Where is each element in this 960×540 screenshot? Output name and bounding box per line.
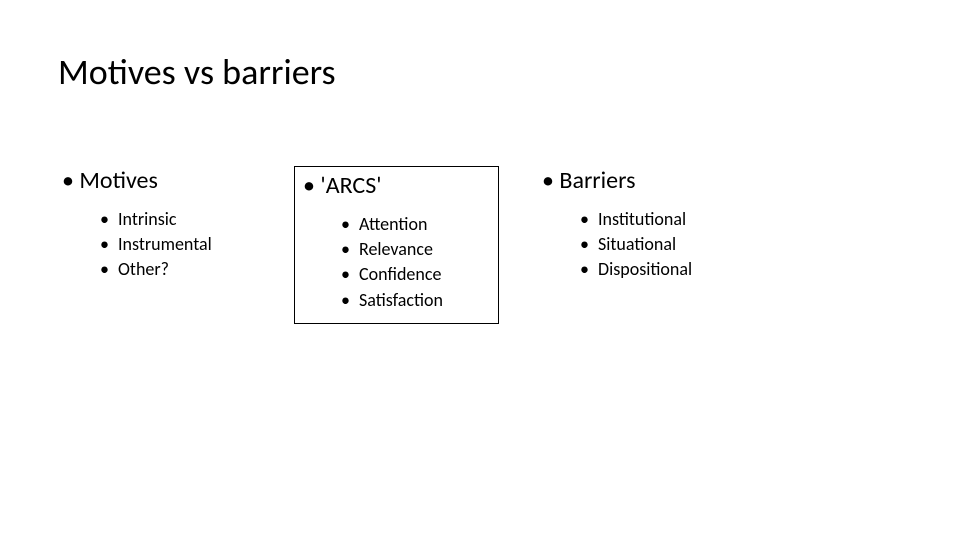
column-arcs: 'ARCS' Attention Relevance Confidence Sa…	[298, 166, 538, 324]
column-header-motives: Motives	[58, 166, 298, 195]
list-item: Dispositional	[580, 257, 778, 282]
barriers-list: Institutional Situational Dispositional	[580, 207, 778, 283]
list-item: Satisfaction	[341, 288, 490, 313]
motives-list: Intrinsic Instrumental Other?	[100, 207, 298, 283]
column-barriers: Barriers Institutional Situational Dispo…	[538, 166, 778, 324]
arcs-list: Attention Relevance Confidence Satisfact…	[341, 212, 490, 313]
list-item: Situational	[580, 232, 778, 257]
column-content: Motives Intrinsic Instrumental Other?	[58, 166, 298, 283]
list-item: Institutional	[580, 207, 778, 232]
column-content: Barriers Institutional Situational Dispo…	[538, 166, 778, 283]
column-motives: Motives Intrinsic Instrumental Other?	[58, 166, 298, 324]
list-item: Instrumental	[100, 232, 298, 257]
list-item: Other?	[100, 257, 298, 282]
columns-container: Motives Intrinsic Instrumental Other? 'A…	[58, 166, 778, 324]
boxed-content: 'ARCS' Attention Relevance Confidence Sa…	[294, 166, 499, 324]
column-header-arcs: 'ARCS'	[299, 171, 490, 200]
column-header-barriers: Barriers	[538, 166, 778, 195]
list-item: Relevance	[341, 237, 490, 262]
list-item: Confidence	[341, 262, 490, 287]
list-item: Intrinsic	[100, 207, 298, 232]
slide-title: Motives vs barriers	[58, 50, 336, 94]
list-item: Attention	[341, 212, 490, 237]
